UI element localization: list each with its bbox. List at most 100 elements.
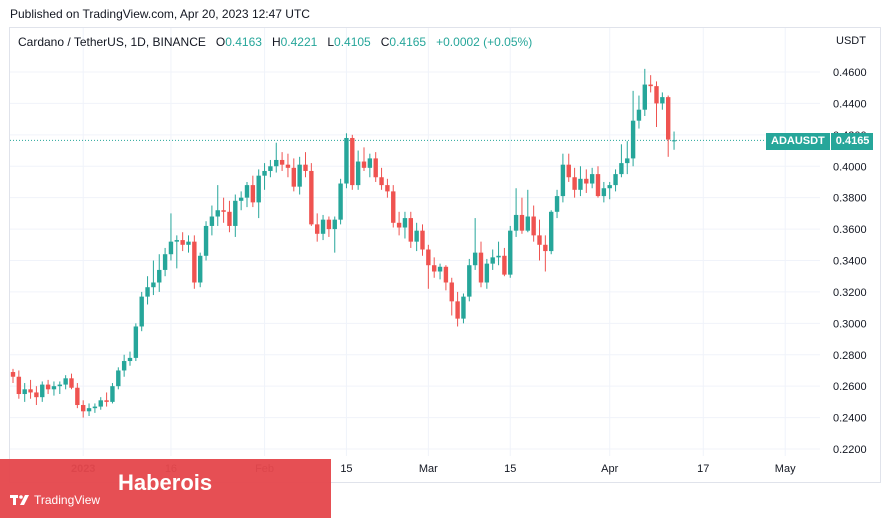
candle-body: [531, 216, 536, 236]
candle-body: [57, 384, 62, 387]
candle-body: [549, 211, 554, 252]
candle-body: [157, 269, 162, 283]
candle-body: [426, 249, 431, 266]
candle-up: [355, 150, 361, 190]
candle-up: [367, 153, 373, 178]
candle-body: [215, 210, 220, 217]
candle-body: [654, 86, 659, 104]
candle-body: [297, 164, 302, 187]
candle-down: [361, 147, 367, 171]
candle-down: [28, 379, 33, 399]
candle-body: [209, 216, 215, 226]
candle-up: [660, 92, 665, 110]
candle-up: [490, 249, 495, 270]
time-tick-label: 15: [504, 463, 516, 475]
candle-body: [168, 241, 174, 255]
candle-down: [654, 81, 659, 127]
candle-body: [671, 140, 677, 142]
candle-up: [186, 235, 191, 253]
candle-body: [443, 266, 449, 283]
change-value: +0.0002 (+0.05%): [436, 35, 533, 49]
candle-up: [157, 254, 162, 292]
candle-body: [636, 109, 642, 121]
candle-body: [92, 406, 98, 409]
candle-body: [554, 196, 560, 212]
candle-down: [519, 197, 525, 234]
candle-down: [543, 235, 548, 272]
candle-up: [484, 258, 490, 289]
symbol-title: Cardano / TetherUS, 1D, BINANCE: [18, 35, 206, 49]
last-price-tag: ADAUSDT 0.4165: [766, 133, 874, 150]
price-tick-label: 0.3000: [833, 318, 867, 330]
candle-body: [455, 301, 460, 319]
candle-up: [560, 153, 566, 203]
candle-up: [215, 185, 220, 226]
candle-up: [256, 169, 261, 219]
candle-up: [297, 156, 302, 195]
candle-body: [613, 174, 618, 186]
candle-body: [250, 185, 256, 203]
candle-up: [203, 221, 209, 261]
candle-down: [227, 200, 232, 233]
candle-body: [432, 265, 437, 272]
candle-body: [379, 177, 384, 186]
candle-up: [607, 181, 612, 200]
close-value: 0.4165: [389, 35, 427, 49]
candle-body: [461, 296, 466, 319]
candle-up: [57, 381, 62, 395]
candle-up: [496, 241, 501, 266]
symbol-legend[interactable]: Cardano / TetherUS, 1D, BINANCE O0.4163 …: [18, 35, 532, 49]
published-caption: Published on TradingView.com, Apr 20, 20…: [10, 7, 310, 21]
candle-up: [578, 166, 583, 197]
price-tick-label: 0.2400: [833, 413, 867, 425]
candle-up: [344, 133, 349, 189]
chart-frame: [9, 27, 881, 483]
candle-body: [40, 384, 45, 398]
candle-body: [355, 161, 361, 186]
candle-body: [472, 252, 478, 266]
candle-up: [513, 188, 519, 237]
candle-up: [338, 178, 343, 225]
candle-down: [104, 392, 109, 407]
candle-body: [98, 400, 103, 407]
candle-body: [326, 219, 332, 230]
price-tick-label: 0.3200: [833, 287, 867, 299]
candle-down: [391, 185, 396, 228]
candle-up: [162, 247, 168, 277]
candle-up: [268, 159, 273, 178]
candle-body: [233, 200, 238, 226]
candle-down: [315, 213, 320, 242]
candle-up: [151, 260, 156, 296]
candle-body: [186, 241, 191, 245]
candle-body: [221, 210, 226, 212]
candle-body: [338, 183, 343, 220]
candle-body: [660, 97, 665, 104]
price-axis: 0.46000.44000.42000.40000.38000.36000.34…: [833, 67, 867, 456]
candle-body: [262, 170, 267, 176]
time-tick-label: May: [775, 463, 796, 475]
candle-up: [98, 397, 103, 410]
candle-body: [385, 185, 390, 192]
candle-up: [121, 354, 127, 377]
candle-body: [256, 175, 261, 203]
candle-up: [437, 263, 443, 280]
candle-body: [127, 357, 133, 362]
candle-body: [133, 326, 139, 358]
tradingview-logo[interactable]: TradingView: [10, 493, 100, 507]
candle-body: [449, 282, 454, 302]
candle-up: [630, 90, 636, 167]
candle-body: [51, 386, 57, 390]
candle-up: [51, 381, 57, 396]
candle-up: [274, 142, 279, 173]
candle-down: [420, 224, 425, 256]
candle-up: [198, 252, 203, 288]
candle-body: [162, 254, 168, 270]
candle-body: [601, 188, 607, 197]
candle-down: [279, 152, 285, 171]
candle-body: [537, 235, 542, 245]
candle-down: [455, 291, 460, 327]
price-tick-label: 0.3600: [833, 224, 867, 236]
currency-label: USDT: [836, 35, 866, 47]
candle-body: [268, 166, 273, 171]
